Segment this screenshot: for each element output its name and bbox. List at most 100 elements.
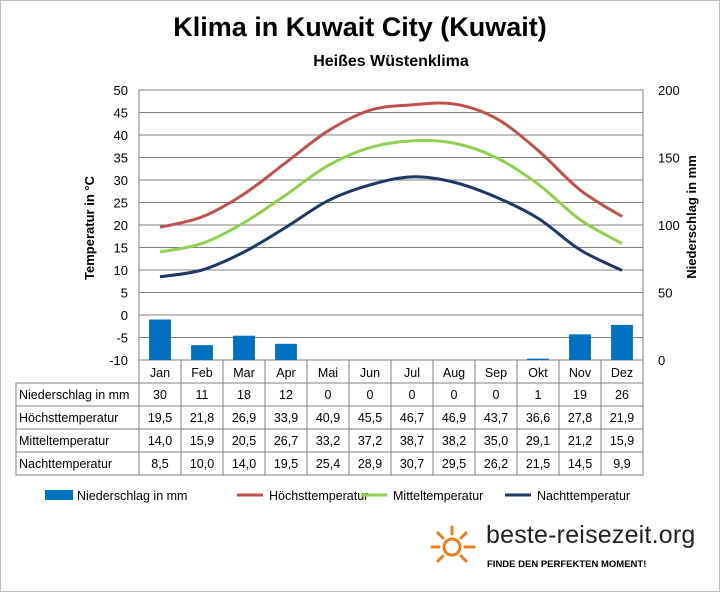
- table-cell: 38,2: [442, 434, 466, 448]
- y-tick-label-left: -5: [116, 331, 128, 346]
- precipitation-bar: [611, 324, 633, 360]
- table-cell: 26,7: [274, 434, 298, 448]
- table-cell: 0: [409, 388, 416, 402]
- x-category-label: Feb: [191, 366, 213, 380]
- chart-subtitle: Heißes Wüstenklima: [313, 53, 469, 70]
- precipitation-bar: [527, 358, 549, 360]
- table-row-header: Mitteltemperatur: [19, 434, 109, 448]
- table-cell: 12: [279, 388, 293, 402]
- table-cell: 40,9: [316, 411, 340, 425]
- y-tick-label-left: 25: [114, 196, 128, 211]
- table-cell: 0: [493, 388, 500, 402]
- brand-logo-text[interactable]: beste-reisezeit.org: [486, 521, 696, 549]
- x-category-label: Jun: [360, 366, 380, 380]
- legend-label: Niederschlag in mm: [77, 489, 187, 503]
- legend-label: Höchsttemperatur: [269, 489, 368, 503]
- y-tick-label-right: 200: [658, 83, 680, 98]
- table-cell: 46,9: [442, 411, 466, 425]
- series-line-höchsttemperatur: [159, 101, 623, 229]
- table-cell: 11: [196, 388, 209, 402]
- y-axis-title-left: Temperatur in °C: [82, 175, 97, 280]
- y-tick-label-left: 40: [114, 128, 128, 143]
- table-cell: 43,7: [484, 411, 508, 425]
- y-tick-label-left: 0: [121, 308, 128, 323]
- table-cell: 33,2: [316, 434, 340, 448]
- x-category-label: Mai: [318, 366, 338, 380]
- table-cell: 10,0: [190, 457, 214, 471]
- x-category-label: Sep: [485, 366, 507, 380]
- precipitation-bar: [275, 343, 297, 360]
- x-category-label: Apr: [276, 366, 295, 380]
- x-category-label: Nov: [569, 366, 592, 380]
- table-cell: 9,9: [613, 457, 630, 471]
- y-tick-label-left: 50: [114, 83, 128, 98]
- table-cell: 30,7: [400, 457, 424, 471]
- x-category-label: Jan: [150, 366, 170, 380]
- table-row-header: Nachttemperatur: [19, 457, 112, 471]
- precipitation-bar: [149, 319, 171, 360]
- brand-tagline: FINDE DEN PERFEKTEN MOMENT!: [487, 559, 647, 570]
- table-cell: 21,2: [568, 434, 592, 448]
- y-tick-label-right: 150: [658, 151, 680, 166]
- table-cell: 14,0: [232, 457, 256, 471]
- y-tick-label-left: 30: [114, 173, 128, 188]
- table-cell: 14,5: [568, 457, 592, 471]
- y-tick-label-left: 45: [114, 106, 128, 121]
- table-cell: 1: [535, 388, 542, 402]
- x-category-label: Okt: [528, 366, 548, 380]
- table-cell: 37,2: [358, 434, 382, 448]
- table-cell: 29,5: [442, 457, 466, 471]
- table-cell: 14,0: [148, 434, 172, 448]
- table-cell: 36,6: [526, 411, 550, 425]
- table-cell: 21,8: [190, 411, 214, 425]
- table-cell: 30: [153, 388, 167, 402]
- table-cell: 18: [237, 388, 251, 402]
- x-category-label: Jul: [404, 366, 420, 380]
- precipitation-bar: [191, 345, 213, 360]
- table-cell: 35,0: [484, 434, 508, 448]
- table-cell: 21,5: [526, 457, 550, 471]
- table-cell: 38,7: [400, 434, 424, 448]
- table-cell: 26: [615, 388, 629, 402]
- x-category-label: Aug: [443, 366, 465, 380]
- table-cell: 33,9: [274, 411, 298, 425]
- table-cell: 15,9: [190, 434, 214, 448]
- table-row-header: Niederschlag in mm: [19, 388, 129, 402]
- precipitation-bar: [233, 335, 255, 360]
- table-cell: 45,5: [358, 411, 382, 425]
- chart-title: Klima in Kuwait City (Kuwait): [173, 12, 547, 42]
- y-tick-label-right: 0: [658, 353, 665, 368]
- table-cell: 19,5: [148, 411, 172, 425]
- legend-label: Nachttemperatur: [537, 489, 630, 503]
- series-line-nachttemperatur: [159, 175, 623, 279]
- table-cell: 29,1: [526, 434, 550, 448]
- table-cell: 21,9: [610, 411, 634, 425]
- legend-label: Mitteltemperatur: [393, 489, 483, 503]
- table-cell: 0: [451, 388, 458, 402]
- y-tick-label-left: 5: [121, 286, 128, 301]
- y-tick-label-left: 10: [114, 263, 128, 278]
- y-tick-label-right: 50: [658, 286, 672, 301]
- legend-swatch-bar: [45, 490, 73, 500]
- y-tick-label-left: 20: [114, 218, 128, 233]
- table-cell: 19,5: [274, 457, 298, 471]
- y-tick-label-left: 35: [114, 151, 128, 166]
- table-cell: 25,4: [316, 457, 340, 471]
- table-cell: 20,5: [232, 434, 256, 448]
- table-cell: 0: [367, 388, 374, 402]
- table-cell: 27,8: [568, 411, 592, 425]
- y-tick-label-left: 15: [114, 241, 128, 256]
- table-row-header: Höchsttemperatur: [19, 411, 118, 425]
- table-cell: 28,9: [358, 457, 382, 471]
- table-cell: 0: [325, 388, 332, 402]
- y-axis-title-right: Niederschlag in mm: [684, 155, 699, 279]
- table-cell: 8,5: [151, 457, 168, 471]
- table-cell: 26,2: [484, 457, 508, 471]
- table-cell: 15,9: [610, 434, 634, 448]
- precipitation-bar: [569, 334, 591, 360]
- table-cell: 19: [573, 388, 587, 402]
- x-category-label: Mar: [233, 366, 255, 380]
- x-category-label: Dez: [611, 366, 633, 380]
- series-line-mitteltemperatur: [159, 138, 623, 254]
- table-cell: 46,7: [400, 411, 424, 425]
